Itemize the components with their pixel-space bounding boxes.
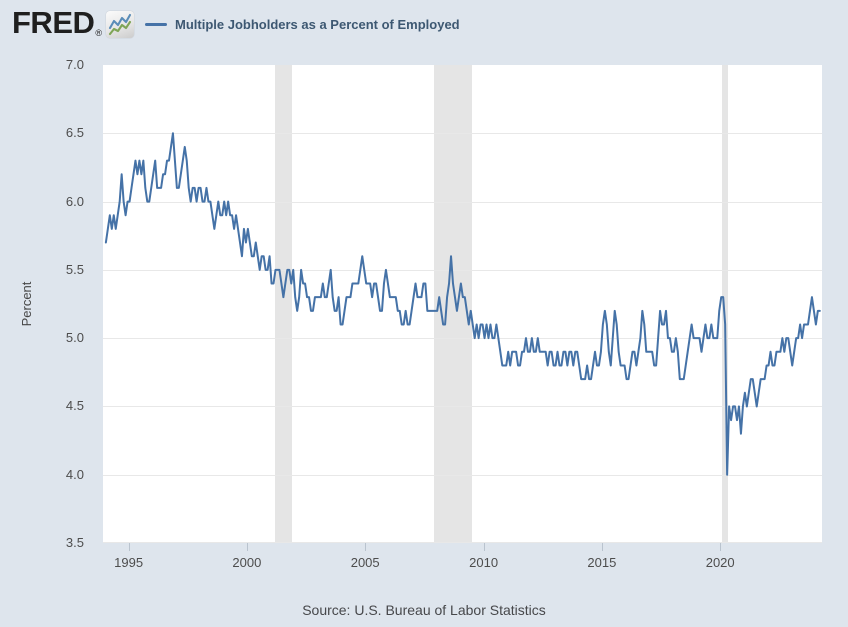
series-polyline [104,132,821,476]
gridline [103,338,822,340]
legend: Multiple Jobholders as a Percent of Empl… [145,17,460,32]
gridline [103,542,822,543]
x-tick-mark [720,543,722,551]
x-tick-mark [246,543,248,551]
plot-area[interactable] [103,65,822,543]
gridline [103,474,822,476]
gridline [103,133,822,135]
x-tick-label: 2020 [705,555,735,570]
gridline [103,406,822,408]
y-tick-label: 7.0 [65,57,84,72]
x-tick-label: 1995 [114,555,144,570]
y-tick-label: 6.0 [65,193,84,209]
y-tick-label: 3.5 [65,535,84,550]
x-tick-mark [128,543,130,551]
data-line-layer [104,132,821,476]
registered-trademark-mark: ® [95,28,103,38]
y-tick-label: 4.5 [65,398,84,414]
x-tick-mark [483,543,485,551]
x-tick-mark [601,543,603,551]
fred-sparkline-icon [106,11,135,38]
y-tick-label: 5.0 [65,330,84,346]
x-tick-mark [365,543,367,551]
y-tick-label: 4.0 [65,466,84,482]
recession-band [274,65,293,543]
recession-band [722,65,728,543]
header: FRED ® Multiple Jobholders as a Percent … [0,0,848,52]
gridline [103,269,822,271]
series-legend-label[interactable]: Multiple Jobholders as a Percent of Empl… [175,17,460,32]
fred-logo-text: FRED [12,5,95,40]
x-tick-label: 2015 [587,555,617,570]
y-tick-label: 6.5 [65,125,84,141]
x-tick-label: 2010 [469,555,499,570]
source-note: Source: U.S. Bureau of Labor Statistics [302,602,546,618]
y-tick-label: 5.5 [65,261,84,277]
x-tick-label: 2005 [350,555,380,570]
gridline [103,201,822,203]
fred-logo[interactable]: FRED ® [12,5,135,40]
x-tick-label: 2000 [232,555,262,570]
series-line-sample [145,23,167,26]
